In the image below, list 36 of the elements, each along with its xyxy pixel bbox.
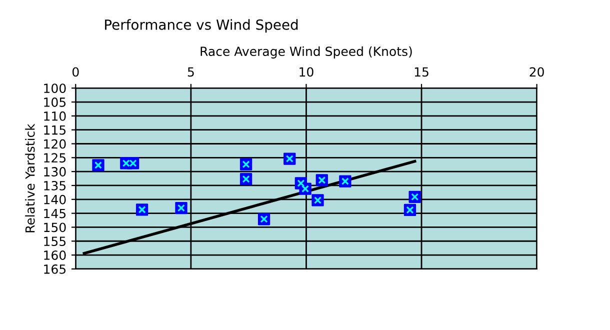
point xyxy=(299,182,312,195)
y-tick-label: 125 xyxy=(44,153,66,163)
y-tick-label: 135 xyxy=(44,180,66,190)
point xyxy=(312,194,324,206)
point xyxy=(92,159,104,172)
point xyxy=(339,175,352,188)
y-tick-label: 110 xyxy=(44,111,66,121)
point xyxy=(316,174,328,186)
y-tick-label: 130 xyxy=(44,167,66,176)
point xyxy=(284,152,296,165)
point xyxy=(404,204,416,216)
y-tick-label: 145 xyxy=(44,208,66,218)
y-tick-label: 165 xyxy=(44,264,66,274)
y-tick-label: 150 xyxy=(44,222,66,232)
point xyxy=(240,158,252,170)
point xyxy=(126,157,140,170)
point xyxy=(408,190,421,203)
x-tick-label: 20 xyxy=(530,67,544,77)
point xyxy=(175,202,188,214)
x-tick-label: 10 xyxy=(300,67,314,77)
point xyxy=(240,173,252,186)
y-axis-title: Relative Yardstick xyxy=(25,124,35,232)
x-axis-title: Race Average Wind Speed (Knots) xyxy=(200,46,412,58)
y-tick-label: 140 xyxy=(44,194,66,204)
y-tick-label: 100 xyxy=(44,84,66,94)
y-tick-label: 105 xyxy=(44,97,66,107)
y-tick-label: 115 xyxy=(44,125,66,135)
x-tick-label: 15 xyxy=(414,67,428,77)
y-tick-label: 155 xyxy=(44,236,66,246)
point xyxy=(258,213,270,226)
x-tick-label: 5 xyxy=(188,67,194,77)
point xyxy=(136,204,148,216)
x-tick-label: 0 xyxy=(72,67,79,77)
y-tick-label: 160 xyxy=(44,250,66,260)
chart-title: Performance vs Wind Speed xyxy=(105,19,298,33)
y-tick-label: 120 xyxy=(44,139,66,149)
